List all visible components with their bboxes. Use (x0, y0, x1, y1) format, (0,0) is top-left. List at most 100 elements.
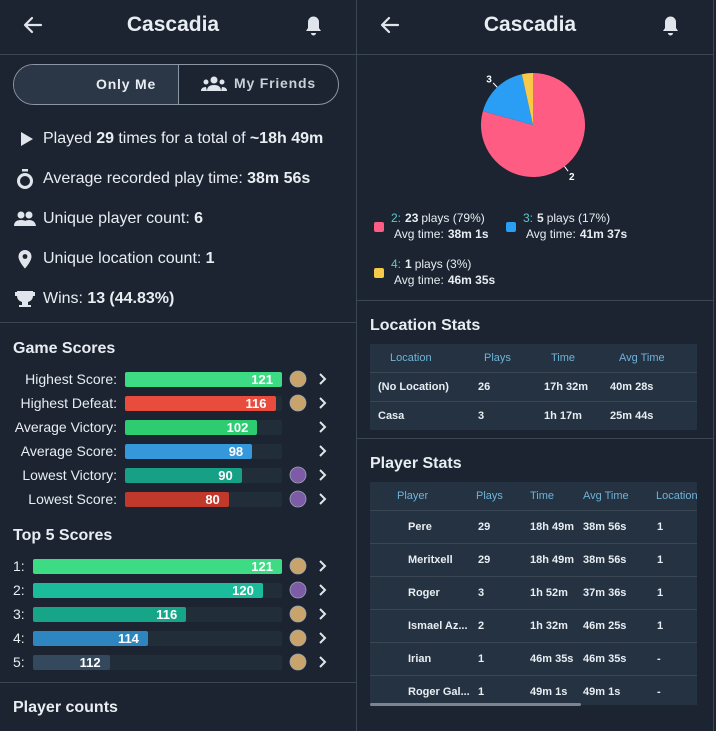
toggle-selected[interactable] (14, 65, 179, 104)
column-header[interactable]: Location (656, 490, 697, 502)
legend-avg: 38m 1s (447, 227, 489, 241)
column-header[interactable]: Plays (484, 352, 511, 364)
column-header[interactable]: Time (551, 352, 576, 364)
bell-icon[interactable] (663, 16, 678, 36)
chevron-icon[interactable] (319, 469, 327, 481)
summary-value: 29 (96, 130, 115, 147)
chevron-icon[interactable] (319, 560, 327, 572)
column-header[interactable]: Player (397, 490, 429, 502)
table-cell: Ismael Az... (408, 619, 468, 632)
bar: 102 (125, 419, 258, 435)
back-icon[interactable] (23, 16, 43, 34)
row-divider (370, 510, 697, 511)
bar: 116 (125, 395, 276, 411)
table-cell: 3 (478, 409, 485, 422)
avatar (289, 605, 307, 623)
table-cell: (No Location) (378, 380, 449, 393)
toggle-option[interactable]: My Friends (234, 75, 316, 91)
legend-line: 2: 23 plays (79%) (391, 209, 485, 227)
section-title: Game Scores (13, 340, 116, 357)
summary-text: Unique location count: (43, 250, 202, 267)
bar: 116 (33, 606, 187, 622)
table-cell: 25m 44s (610, 409, 654, 422)
back-icon[interactable] (380, 16, 400, 34)
table-cell: 17h 32m (544, 380, 589, 393)
legend-swatch (374, 222, 384, 232)
bell-icon[interactable] (306, 16, 321, 36)
table-cell: 49m 1s (530, 685, 568, 698)
row-divider (370, 609, 697, 610)
legend-name: 2: (391, 211, 402, 225)
table-cell: Roger Gal... (408, 685, 470, 698)
column-header[interactable]: Avg Time (619, 352, 665, 364)
table-cell: 1 (478, 685, 485, 698)
chevron-icon[interactable] (319, 584, 327, 596)
summary-value: 1 (205, 250, 215, 267)
legend-line: Avg time: 41m 37s (526, 225, 627, 243)
table-cell: 3 (478, 586, 485, 599)
bar-value: 90 (218, 467, 233, 483)
column-header[interactable]: Time (530, 490, 555, 502)
divider (357, 438, 713, 439)
pie-slice (521, 73, 533, 125)
scrollbar[interactable] (370, 703, 581, 706)
legend-line: 3: 5 plays (17%) (523, 209, 610, 227)
header-title: Cascadia (483, 13, 577, 36)
avatar (289, 370, 307, 388)
legend-plays: 23 (405, 211, 419, 225)
legend-line: Avg time: 38m 1s (394, 225, 489, 243)
row-divider (370, 543, 697, 544)
legend-text: plays (79%) (421, 211, 485, 225)
chevron-icon[interactable] (319, 397, 327, 409)
table-cell: 26 (478, 380, 491, 393)
chevron-icon[interactable] (319, 632, 327, 644)
bar: 121 (33, 558, 282, 574)
legend-text: Avg time: (526, 227, 576, 241)
chevron-icon[interactable] (319, 493, 327, 505)
chevron-icon[interactable] (319, 421, 327, 433)
section-title: Location Stats (370, 317, 481, 334)
bar-value: 112 (79, 654, 101, 670)
bar: 112 (33, 654, 110, 670)
legend-text: plays (17%) (546, 211, 611, 225)
legend-avg: 41m 37s (579, 227, 628, 241)
summary-row: Unique player count: 6 (43, 209, 203, 229)
legend-swatch (506, 222, 516, 232)
summary-row: Played 29 times for a total of ~18h 49m (43, 129, 323, 149)
table-cell: 40m 28s (610, 380, 654, 393)
chevron-icon[interactable] (319, 608, 327, 620)
bar-value: 121 (251, 371, 273, 387)
bar-label: 5: (13, 654, 25, 670)
row-divider (370, 401, 697, 402)
chevron-icon[interactable] (319, 656, 327, 668)
row-divider (370, 372, 697, 373)
avatar (289, 394, 307, 412)
bar: 114 (33, 630, 148, 646)
table-cell: 18h 49m (530, 553, 575, 566)
leader-line (564, 166, 569, 172)
summary-value: 13 (87, 290, 106, 307)
column-header[interactable]: Location (390, 352, 432, 364)
bar: 98 (125, 443, 253, 459)
column-header[interactable]: Plays (476, 490, 503, 502)
table-cell: 1h 52m (530, 586, 568, 599)
bar-label: Average Score: (20, 443, 117, 459)
avatar (289, 629, 307, 647)
summary-text: Average recorded play time: (43, 170, 243, 187)
legend-line: Avg time: 46m 35s (394, 271, 495, 289)
table-cell: 1 (657, 553, 664, 566)
bar-value: 116 (156, 606, 178, 622)
summary-row: Unique location count: 1 (43, 249, 215, 269)
summary-text: times for a total of (118, 130, 246, 147)
legend-plays: 5 (537, 211, 544, 225)
table-cell: 37m 36s (583, 586, 627, 599)
table-cell: 46m 35s (583, 652, 627, 665)
column-header[interactable]: Avg Time (583, 490, 629, 502)
chevron-icon[interactable] (319, 373, 327, 385)
toggle-option[interactable]: Only Me (96, 76, 157, 92)
divider (357, 54, 713, 55)
header-title: Cascadia (126, 13, 220, 36)
people-icon (14, 211, 36, 226)
table-cell: 49m 1s (583, 685, 621, 698)
chevron-icon[interactable] (319, 445, 327, 457)
